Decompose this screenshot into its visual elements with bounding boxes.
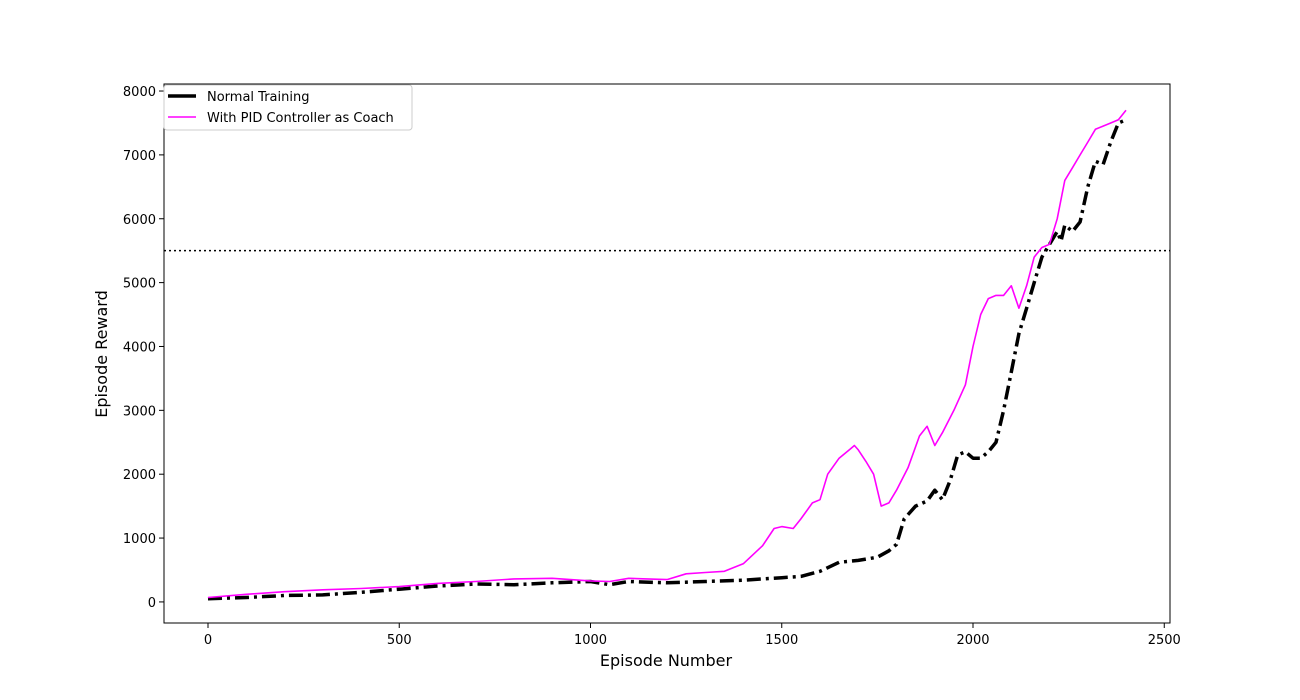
x-tick-label: 500 [387,633,412,648]
x-axis-ticks: 0 500 1000 1500 2000 2500 [204,623,1181,648]
legend-label: With PID Controller as Coach [207,111,394,126]
legend-box [163,84,413,131]
legend: Normal Training With PID Controller as Co… [163,84,413,131]
series-line-2 [207,109,1127,599]
plot-frame [163,83,1171,624]
y-tick-label: 2000 [123,468,156,483]
y-tick-label: 7000 [123,149,156,164]
y-tick-label: 5000 [123,277,156,292]
series-layer [207,109,1127,601]
y-tick-label: 4000 [123,340,156,355]
x-tick-label: 2500 [1148,633,1181,648]
y-axis-ticks: 0 1000 2000 3000 4000 5000 6000 7000 8000 [123,85,164,611]
y-tick-label: 6000 [123,213,156,228]
series-line-1 [207,118,1127,601]
y-tick-label: 3000 [123,404,156,419]
legend-label: Normal Training [207,90,309,105]
x-tick-label: 1000 [574,633,607,648]
x-tick-label: 0 [204,633,212,648]
y-axis-label: Episode Reward [92,290,111,418]
y-tick-label: 1000 [123,532,156,547]
y-tick-label: 8000 [123,85,156,100]
x-axis-label: Episode Number [600,651,733,670]
x-tick-label: 2000 [956,633,989,648]
y-tick-label: 0 [148,596,156,611]
x-tick-label: 1500 [765,633,798,648]
plot-area [163,83,1171,624]
